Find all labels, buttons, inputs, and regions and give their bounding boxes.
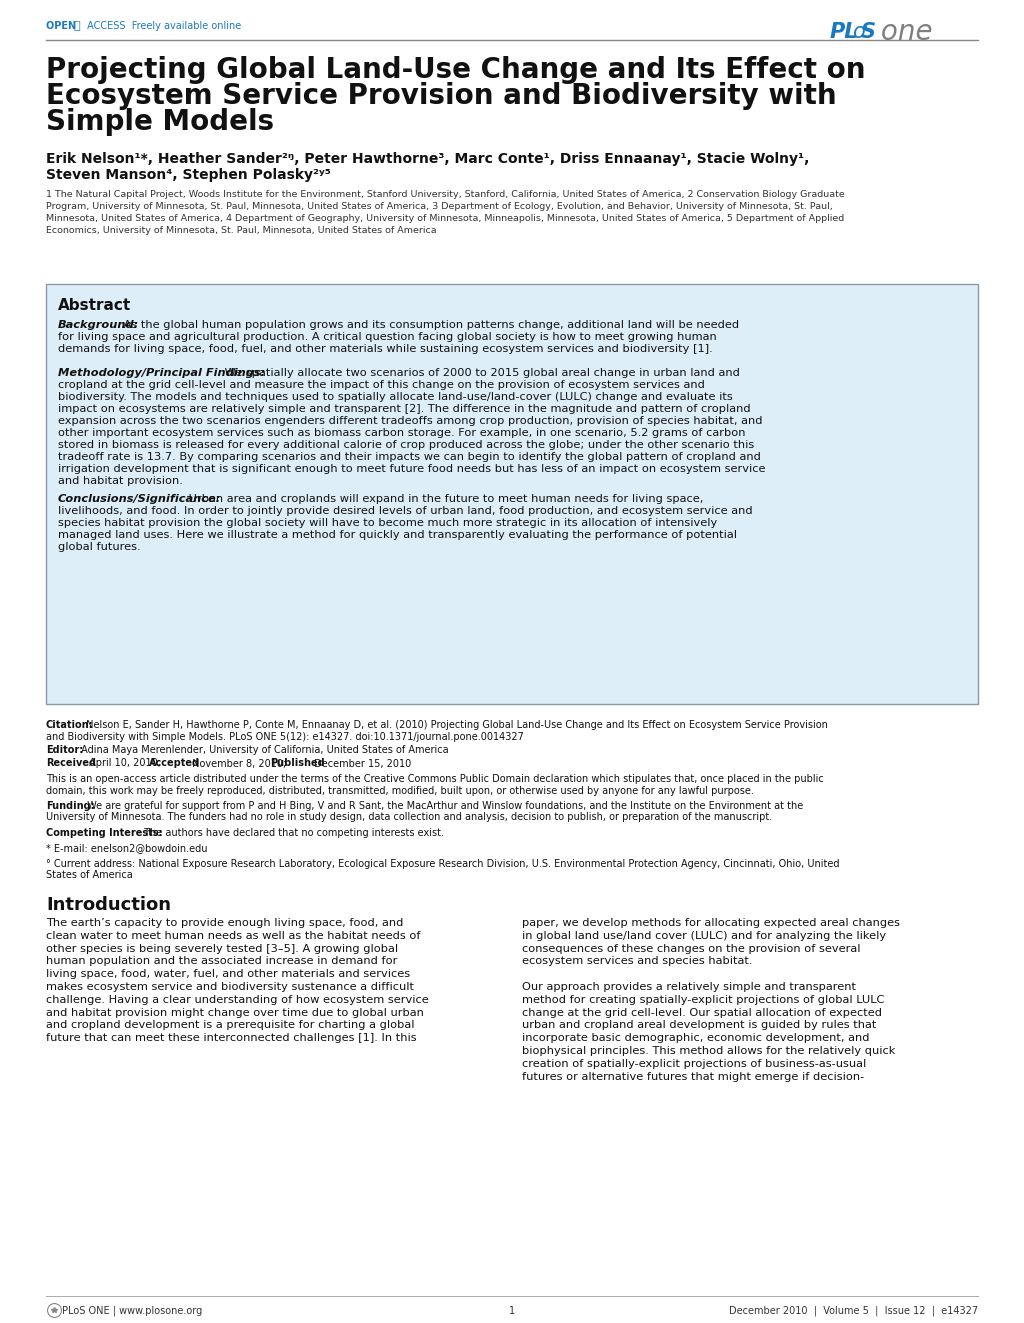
Text: University of Minnesota. The funders had no role in study design, data collectio: University of Minnesota. The funders had… [46, 812, 772, 823]
Text: Steven Manson⁴, Stephen Polasky²ʸ⁵: Steven Manson⁴, Stephen Polasky²ʸ⁵ [46, 168, 331, 183]
Text: Received: Received [46, 758, 96, 769]
Text: change at the grid cell-level. Our spatial allocation of expected: change at the grid cell-level. Our spati… [522, 1008, 882, 1017]
Text: stored in biomass is released for every additional calorie of crop produced acro: stored in biomass is released for every … [58, 441, 755, 450]
Text: clean water to meet human needs as well as the habitat needs of: clean water to meet human needs as well … [46, 931, 421, 941]
Text: urban and cropland areal development is guided by rules that: urban and cropland areal development is … [522, 1020, 877, 1031]
Text: OPEN: OPEN [46, 21, 80, 30]
Text: species habitat provision the global society will have to become much more strat: species habitat provision the global soc… [58, 519, 717, 528]
Text: creation of spatially-explicit projections of business-as-usual: creation of spatially-explicit projectio… [522, 1058, 866, 1069]
Text: expansion across the two scenarios engenders different tradeoffs among crop prod: expansion across the two scenarios engen… [58, 415, 763, 426]
Text: Adina Maya Merenlender, University of California, United States of America: Adina Maya Merenlender, University of Ca… [78, 745, 449, 755]
Text: Published: Published [270, 758, 325, 769]
Text: Erik Nelson¹*, Heather Sander²ᵑ, Peter Hawthorne³, Marc Conte¹, Driss Ennaanay¹,: Erik Nelson¹*, Heather Sander²ᵑ, Peter H… [46, 152, 809, 165]
Text: living space, food, water, fuel, and other materials and services: living space, food, water, fuel, and oth… [46, 970, 411, 979]
Text: S: S [861, 22, 876, 42]
Text: Projecting Global Land-Use Change and Its Effect on: Projecting Global Land-Use Change and It… [46, 56, 865, 83]
Text: future that can meet these interconnected challenges [1]. In this: future that can meet these interconnecte… [46, 1033, 417, 1044]
Text: cropland at the grid cell-level and measure the impact of this change on the pro: cropland at the grid cell-level and meas… [58, 380, 705, 390]
Text: consequences of these changes on the provision of several: consequences of these changes on the pro… [522, 943, 860, 954]
Text: makes ecosystem service and biodiversity sustenance a difficult: makes ecosystem service and biodiversity… [46, 982, 414, 992]
Text: biophysical principles. This method allows for the relatively quick: biophysical principles. This method allo… [522, 1046, 895, 1056]
Text: other important ecosystem services such as biomass carbon storage. For example, : other important ecosystem services such … [58, 429, 745, 438]
Text: Nelson E, Sander H, Hawthorne P, Conte M, Ennaanay D, et al. (2010) Projecting G: Nelson E, Sander H, Hawthorne P, Conte M… [83, 720, 827, 730]
Text: one: one [872, 19, 933, 46]
Text: human population and the associated increase in demand for: human population and the associated incr… [46, 957, 397, 966]
Text: We spatially allocate two scenarios of 2000 to 2015 global areal change in urban: We spatially allocate two scenarios of 2… [221, 368, 740, 378]
Text: We are grateful for support from P and H Bing, V and R Sant, the MacArthur and W: We are grateful for support from P and H… [84, 800, 803, 811]
Text: PL: PL [830, 22, 858, 42]
Text: and habitat provision.: and habitat provision. [58, 476, 183, 486]
Text: managed land uses. Here we illustrate a method for quickly and transparently eva: managed land uses. Here we illustrate a … [58, 531, 737, 540]
Text: Funding:: Funding: [46, 800, 94, 811]
Text: December 2010  |  Volume 5  |  Issue 12  |  e14327: December 2010 | Volume 5 | Issue 12 | e1… [729, 1306, 978, 1316]
Text: Economics, University of Minnesota, St. Paul, Minnesota, United States of Americ: Economics, University of Minnesota, St. … [46, 226, 436, 235]
Text: challenge. Having a clear understanding of how ecosystem service: challenge. Having a clear understanding … [46, 995, 429, 1004]
Text: and Biodiversity with Simple Models. PLoS ONE 5(12): e14327. doi:10.1371/journal: and Biodiversity with Simple Models. PLo… [46, 732, 524, 741]
Text: Competing Interests:: Competing Interests: [46, 828, 163, 837]
Text: domain, this work may be freely reproduced, distributed, transmitted, modified, : domain, this work may be freely reproduc… [46, 786, 754, 795]
Text: incorporate basic demographic, economic development, and: incorporate basic demographic, economic … [522, 1033, 869, 1044]
Text: Urban area and croplands will expand in the future to meet human needs for livin: Urban area and croplands will expand in … [185, 493, 703, 504]
Text: global futures.: global futures. [58, 542, 140, 552]
Text: Program, University of Minnesota, St. Paul, Minnesota, United States of America,: Program, University of Minnesota, St. Pa… [46, 202, 833, 210]
Text: Minnesota, United States of America, 4 Department of Geography, University of Mi: Minnesota, United States of America, 4 D… [46, 214, 844, 224]
Text: o: o [852, 22, 864, 42]
Text: 1 The Natural Capital Project, Woods Institute for the Environment, Stanford Uni: 1 The Natural Capital Project, Woods Ins… [46, 191, 845, 198]
Text: December 15, 2010: December 15, 2010 [311, 758, 412, 769]
Text: other species is being severely tested [3–5]. A growing global: other species is being severely tested [… [46, 943, 398, 954]
Text: tradeoff rate is 13.7. By comparing scenarios and their impacts we can begin to : tradeoff rate is 13.7. By comparing scen… [58, 452, 761, 462]
Text: PLoS ONE | www.plosone.org: PLoS ONE | www.plosone.org [62, 1306, 203, 1316]
Text: Background:: Background: [58, 320, 139, 329]
Text: Methodology/Principal Findings:: Methodology/Principal Findings: [58, 368, 265, 378]
Text: irrigation development that is significant enough to meet future food needs but : irrigation development that is significa… [58, 464, 766, 474]
Text: Simple Models: Simple Models [46, 108, 274, 136]
Text: Editor:: Editor: [46, 745, 83, 755]
Text: paper, we develop methods for allocating expected areal changes: paper, we develop methods for allocating… [522, 918, 900, 927]
Text: The authors have declared that no competing interests exist.: The authors have declared that no compet… [141, 828, 444, 837]
Text: * E-mail: enelson2@bowdoin.edu: * E-mail: enelson2@bowdoin.edu [46, 844, 208, 853]
Text: Introduction: Introduction [46, 896, 171, 914]
Text: Abstract: Abstract [58, 298, 131, 314]
Text: and habitat provision might change over time due to global urban: and habitat provision might change over … [46, 1008, 424, 1017]
Text: Ecosystem Service Provision and Biodiversity with: Ecosystem Service Provision and Biodiver… [46, 82, 837, 110]
Text: Conclusions/Significance:: Conclusions/Significance: [58, 493, 221, 504]
Text: ⚿: ⚿ [74, 21, 81, 30]
Text: ecosystem services and species habitat.: ecosystem services and species habitat. [522, 957, 753, 966]
Text: livelihoods, and food. In order to jointly provide desired levels of urban land,: livelihoods, and food. In order to joint… [58, 505, 753, 516]
Text: method for creating spatially-explicit projections of global LULC: method for creating spatially-explicit p… [522, 995, 885, 1004]
Text: As the global human population grows and its consumption patterns change, additi: As the global human population grows and… [120, 320, 739, 329]
Text: in global land use/land cover (LULC) and for analyzing the likely: in global land use/land cover (LULC) and… [522, 931, 886, 941]
Text: This is an open-access article distributed under the terms of the Creative Commo: This is an open-access article distribut… [46, 774, 823, 785]
Text: futures or alternative futures that might emerge if decision-: futures or alternative futures that migh… [522, 1072, 864, 1082]
Text: November 8, 2010;: November 8, 2010; [189, 758, 290, 769]
Text: ° Current address: National Exposure Research Laboratory, Ecological Exposure Re: ° Current address: National Exposure Res… [46, 859, 840, 869]
Text: 1: 1 [509, 1306, 515, 1316]
Text: and cropland development is a prerequisite for charting a global: and cropland development is a prerequisi… [46, 1020, 415, 1031]
Text: States of America: States of America [46, 871, 133, 881]
Text: April 10, 2010;: April 10, 2010; [86, 758, 164, 769]
Text: impact on ecosystems are relatively simple and transparent [2]. The difference i: impact on ecosystems are relatively simp… [58, 404, 751, 414]
Text: demands for living space, food, fuel, and other materials while sustaining ecosy: demands for living space, food, fuel, an… [58, 344, 713, 355]
Text: The earth’s capacity to provide enough living space, food, and: The earth’s capacity to provide enough l… [46, 918, 403, 927]
Text: biodiversity. The models and techniques used to spatially allocate land-use/land: biodiversity. The models and techniques … [58, 392, 733, 402]
Text: Accepted: Accepted [150, 758, 200, 769]
Text: Citation:: Citation: [46, 720, 93, 730]
Text: ACCESS  Freely available online: ACCESS Freely available online [84, 21, 242, 30]
FancyBboxPatch shape [46, 284, 978, 704]
Text: for living space and agricultural production. A critical question facing global : for living space and agricultural produc… [58, 332, 717, 343]
Text: Our approach provides a relatively simple and transparent: Our approach provides a relatively simpl… [522, 982, 856, 992]
